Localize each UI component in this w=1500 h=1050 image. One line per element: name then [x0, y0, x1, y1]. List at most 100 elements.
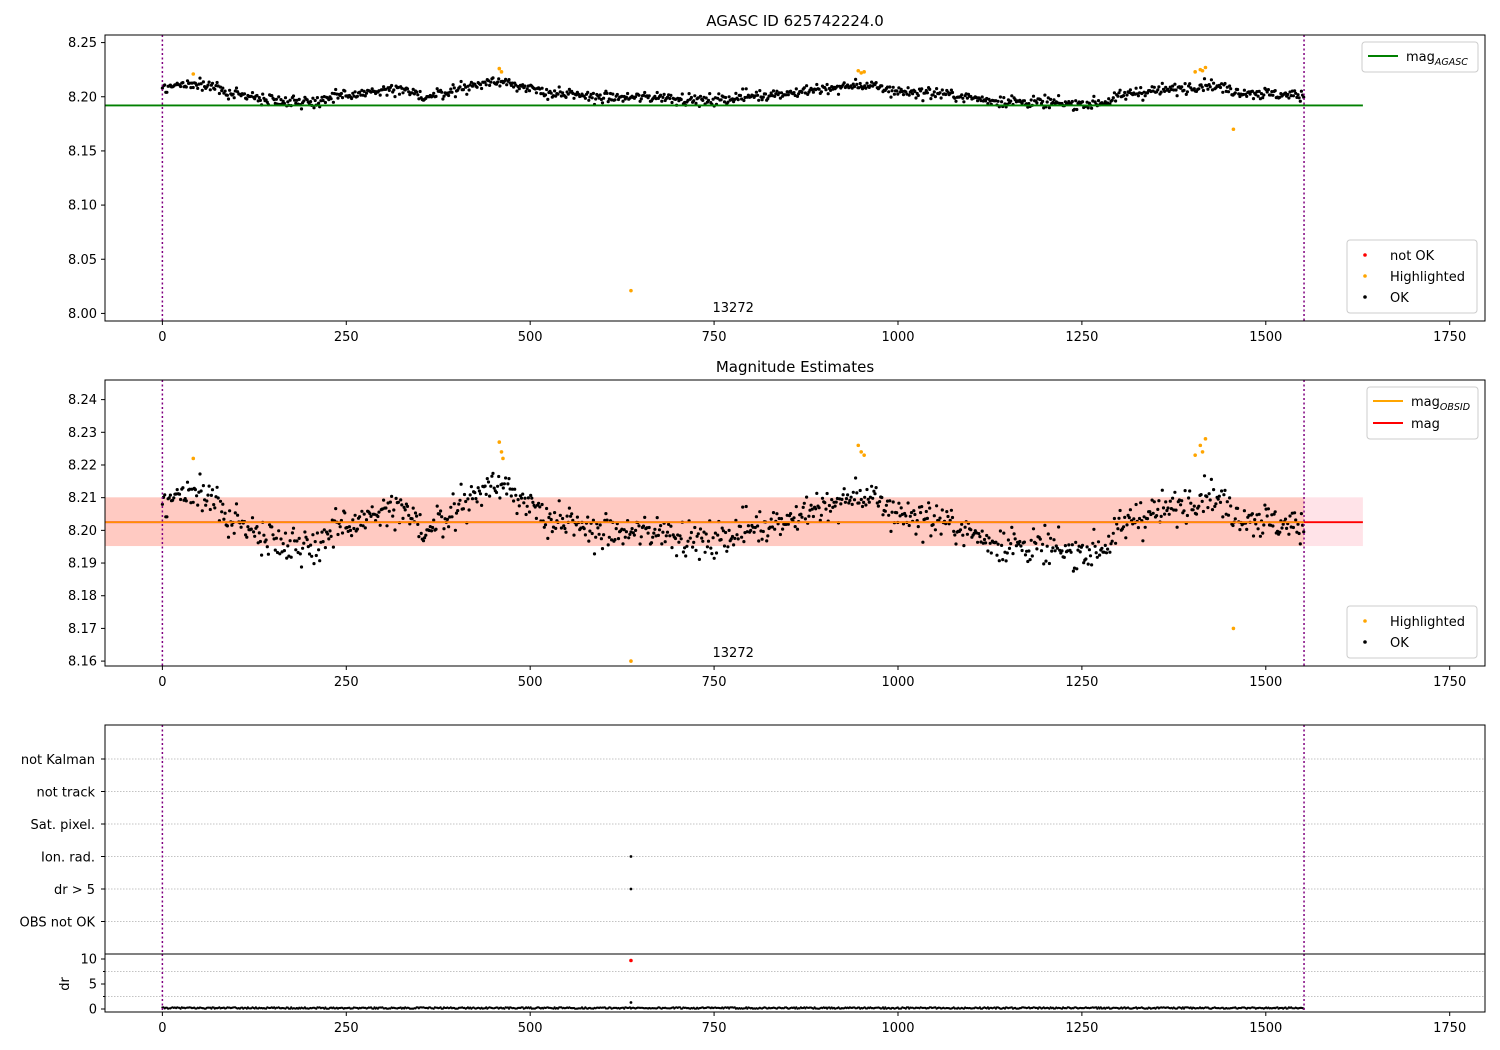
ok-point: [504, 476, 508, 480]
ok-point: [286, 544, 290, 548]
ok-point: [207, 80, 211, 84]
highlighted-point: [499, 70, 504, 74]
y-tick-label: 8.23: [68, 426, 97, 441]
ok-point: [553, 89, 557, 93]
ok-point: [469, 80, 473, 84]
ok-point: [343, 89, 347, 93]
ok-point: [565, 514, 569, 518]
ok-point: [802, 86, 806, 90]
ok-point: [852, 498, 857, 502]
ok-point: [1262, 93, 1266, 97]
ok-point: [200, 88, 204, 92]
ok-point: [1231, 523, 1235, 528]
ok-point: [907, 93, 911, 97]
ok-point: [949, 88, 954, 92]
ok-point: [331, 100, 335, 104]
ok-point: [858, 488, 862, 493]
ok-point: [675, 554, 679, 558]
ok-point: [491, 76, 495, 80]
ok-point: [1035, 101, 1039, 105]
ok-point: [575, 515, 580, 519]
ok-point: [998, 529, 1003, 533]
ok-point: [794, 87, 798, 91]
ok-point: [181, 81, 185, 85]
ok-point: [600, 101, 605, 105]
x-tick-label: 750: [702, 330, 727, 345]
legend-label: Highlighted: [1390, 270, 1465, 285]
ok-point: [226, 535, 231, 539]
ok-point: [864, 503, 868, 507]
ok-point: [661, 95, 665, 99]
ok-point: [1122, 525, 1126, 529]
ok-point: [514, 83, 518, 87]
ok-point: [1217, 494, 1221, 498]
legend-label: OK: [1390, 636, 1409, 651]
ok-point: [736, 537, 740, 541]
ok-point: [314, 553, 318, 558]
ok-point: [778, 532, 783, 537]
ok-point: [215, 485, 219, 489]
ok-point: [392, 508, 396, 512]
ok-point: [779, 517, 784, 521]
ok-point: [279, 537, 283, 541]
ok-point: [705, 545, 710, 549]
ok-point: [849, 495, 853, 499]
ok-point: [825, 491, 829, 496]
ok-point: [1172, 508, 1176, 512]
ok-point: [1228, 496, 1232, 500]
ok-point: [888, 499, 892, 503]
ok-point: [382, 85, 386, 89]
panel-magnitude-estimates: Magnitude Estimates 13272 0 250 500 750 1000 12…: [68, 358, 1486, 690]
ok-point: [818, 518, 822, 523]
ok-point: [1142, 515, 1146, 519]
ok-point: [313, 540, 317, 544]
ok-point: [258, 539, 262, 544]
ok-point: [1242, 509, 1246, 513]
ok-point: [1004, 559, 1008, 563]
ok-point: [1174, 88, 1178, 92]
ok-point: [1299, 511, 1303, 516]
ok-point: [1164, 500, 1168, 504]
panel-dr: 0 250 500 750 1000 1250 1500 1750 0 5 10 dr: [58, 953, 1486, 1036]
legend-box: [1346, 239, 1478, 314]
dr-point: [629, 1001, 633, 1004]
ok-point: [741, 505, 745, 509]
ok-point: [1152, 85, 1156, 89]
ok-point: [704, 532, 708, 536]
ok-point: [213, 506, 217, 510]
ok-point: [583, 96, 588, 100]
ok-point: [1139, 86, 1143, 90]
y-tick-label: 8.10: [68, 199, 97, 214]
ok-point: [1225, 500, 1229, 504]
ok-point: [385, 524, 389, 528]
y-tick-label: 8.15: [68, 144, 97, 159]
ok-point: [1013, 537, 1017, 541]
ok-point: [1092, 527, 1096, 531]
ok-point: [1202, 77, 1207, 81]
ok-point: [953, 533, 957, 537]
ok-point: [554, 94, 558, 98]
ok-point: [1110, 539, 1114, 543]
ok-point: [884, 503, 889, 507]
ok-point: [478, 83, 483, 87]
ok-point: [410, 517, 414, 521]
ok-point: [725, 549, 729, 553]
ok-point: [809, 503, 813, 507]
ok-point: [206, 493, 210, 497]
ok-point: [800, 515, 804, 519]
ok-point: [592, 552, 597, 556]
x-tick-label: 750: [702, 1021, 727, 1036]
y-tick-label: 8.20: [68, 524, 97, 539]
ok-point: [734, 91, 738, 95]
ok-point: [288, 539, 292, 543]
ok-point: [1257, 512, 1261, 516]
ok-point: [717, 92, 721, 96]
ok-point: [564, 530, 568, 534]
highlighted-point: [859, 450, 864, 454]
ok-point: [928, 87, 932, 91]
ok-point: [1118, 88, 1122, 92]
ok-point: [494, 490, 499, 495]
ok-point: [622, 528, 626, 532]
ok-point: [824, 507, 828, 511]
ok-point: [914, 532, 918, 536]
